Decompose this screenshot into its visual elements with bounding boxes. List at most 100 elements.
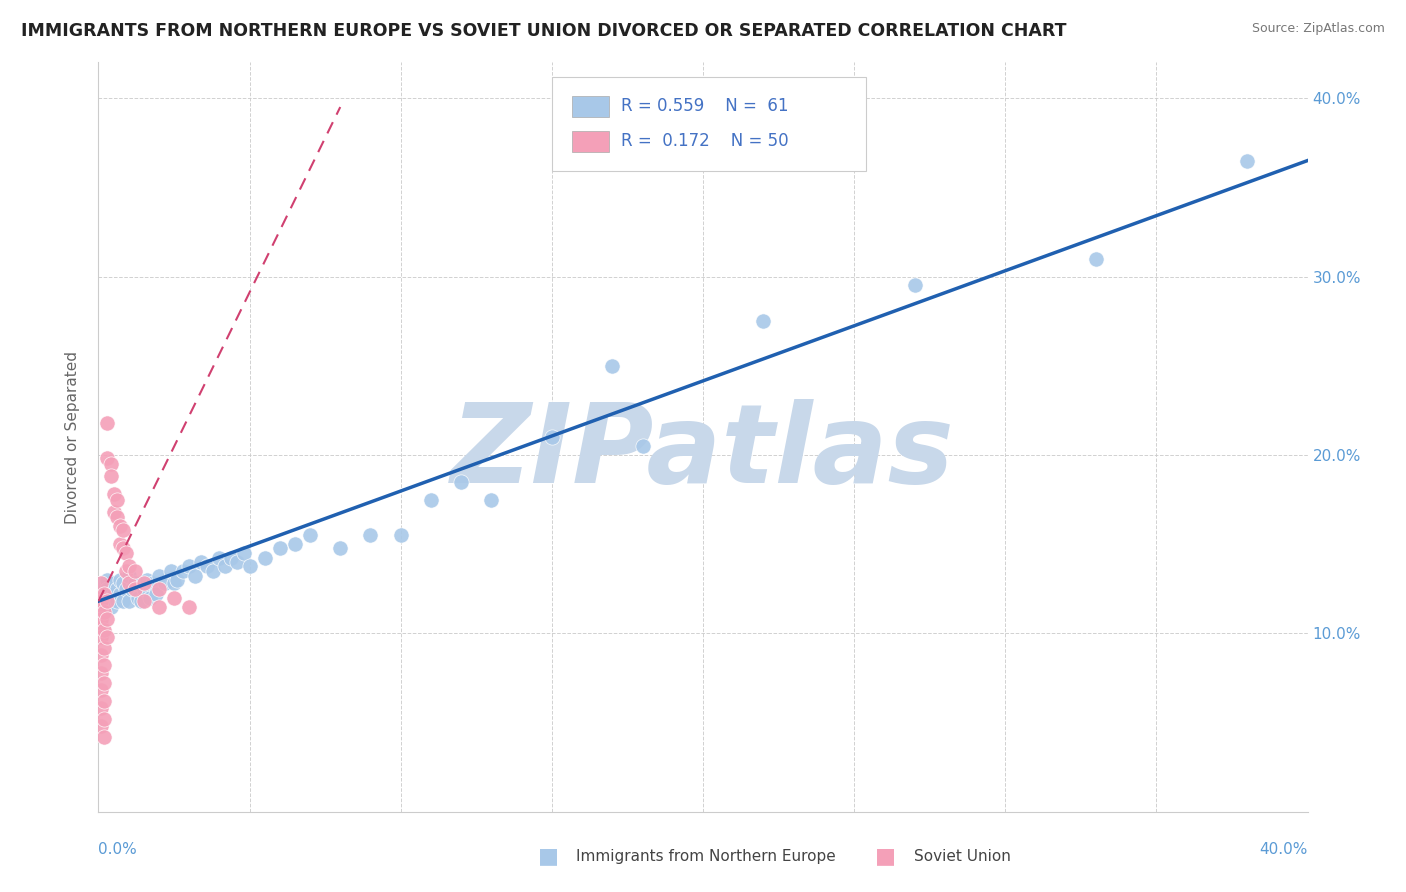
Point <box>118 576 141 591</box>
Point <box>90 594 112 608</box>
Point <box>163 591 186 605</box>
Point <box>124 582 146 596</box>
Text: R = 0.559    N =  61: R = 0.559 N = 61 <box>621 97 789 115</box>
Point <box>124 576 146 591</box>
Point <box>100 469 122 483</box>
Point <box>93 676 115 690</box>
Point <box>540 430 562 444</box>
Point <box>96 630 118 644</box>
Text: 40.0%: 40.0% <box>1260 842 1308 856</box>
Point <box>239 558 262 573</box>
Point <box>105 492 128 507</box>
Point <box>269 541 291 555</box>
Point <box>160 564 183 578</box>
Point <box>214 558 236 573</box>
Point <box>90 576 112 591</box>
Text: ■: ■ <box>876 847 896 866</box>
Point <box>93 587 115 601</box>
Point <box>100 599 122 614</box>
Point <box>111 594 134 608</box>
Point <box>148 569 170 583</box>
Point <box>111 576 134 591</box>
Point <box>90 591 112 605</box>
Point <box>142 576 165 591</box>
Point <box>153 576 176 591</box>
Point <box>93 623 115 637</box>
Point <box>93 712 115 726</box>
Point <box>631 439 654 453</box>
Point <box>148 599 170 614</box>
Point <box>481 492 503 507</box>
Point <box>90 630 112 644</box>
Point <box>1236 153 1258 168</box>
Point <box>103 587 125 601</box>
Point <box>90 612 112 626</box>
Point <box>166 573 188 587</box>
Text: 0.0%: 0.0% <box>98 842 138 856</box>
Point <box>105 582 128 596</box>
Point <box>93 694 115 708</box>
Point <box>103 487 125 501</box>
Point <box>163 576 186 591</box>
Point <box>105 510 128 524</box>
Point <box>208 551 231 566</box>
Text: Soviet Union: Soviet Union <box>914 849 1011 863</box>
Point <box>114 564 136 578</box>
Point <box>360 528 382 542</box>
Point <box>103 576 125 591</box>
Point <box>90 599 112 614</box>
Point <box>202 564 225 578</box>
Text: R =  0.172    N = 50: R = 0.172 N = 50 <box>621 132 789 150</box>
Point <box>100 591 122 605</box>
Point <box>124 564 146 578</box>
Point <box>111 523 134 537</box>
Point <box>450 475 472 489</box>
Point <box>145 587 167 601</box>
Point <box>96 451 118 466</box>
FancyBboxPatch shape <box>572 131 609 153</box>
Point <box>96 582 118 596</box>
Point <box>195 558 218 573</box>
FancyBboxPatch shape <box>551 78 866 171</box>
Point <box>253 551 276 566</box>
Point <box>114 582 136 596</box>
Y-axis label: Divorced or Separated: Divorced or Separated <box>65 351 80 524</box>
Point <box>103 505 125 519</box>
FancyBboxPatch shape <box>572 96 609 117</box>
Point <box>1085 252 1108 266</box>
Text: ZIPatlas: ZIPatlas <box>451 399 955 506</box>
Point <box>111 541 134 555</box>
Point <box>108 587 131 601</box>
Point <box>172 564 194 578</box>
Point <box>129 594 152 608</box>
Point <box>284 537 307 551</box>
Point <box>602 359 624 373</box>
Text: Source: ZipAtlas.com: Source: ZipAtlas.com <box>1251 22 1385 36</box>
Point <box>232 546 254 560</box>
Point <box>904 278 927 293</box>
Point <box>121 582 143 596</box>
Point <box>139 591 162 605</box>
Point <box>179 599 201 614</box>
Point <box>93 730 115 744</box>
Point <box>90 665 112 680</box>
Point <box>96 573 118 587</box>
Point <box>108 573 131 587</box>
Point <box>190 555 212 569</box>
Point <box>90 648 112 662</box>
Point <box>108 519 131 533</box>
Text: ■: ■ <box>538 847 558 866</box>
Point <box>226 555 249 569</box>
Point <box>118 558 141 573</box>
Point <box>329 541 352 555</box>
Point <box>96 612 118 626</box>
Point <box>127 591 149 605</box>
Point <box>105 594 128 608</box>
Point <box>90 576 112 591</box>
Point <box>96 416 118 430</box>
Point <box>90 683 112 698</box>
Point <box>96 594 118 608</box>
Point <box>90 701 112 715</box>
Point <box>132 576 155 591</box>
Point <box>108 537 131 551</box>
